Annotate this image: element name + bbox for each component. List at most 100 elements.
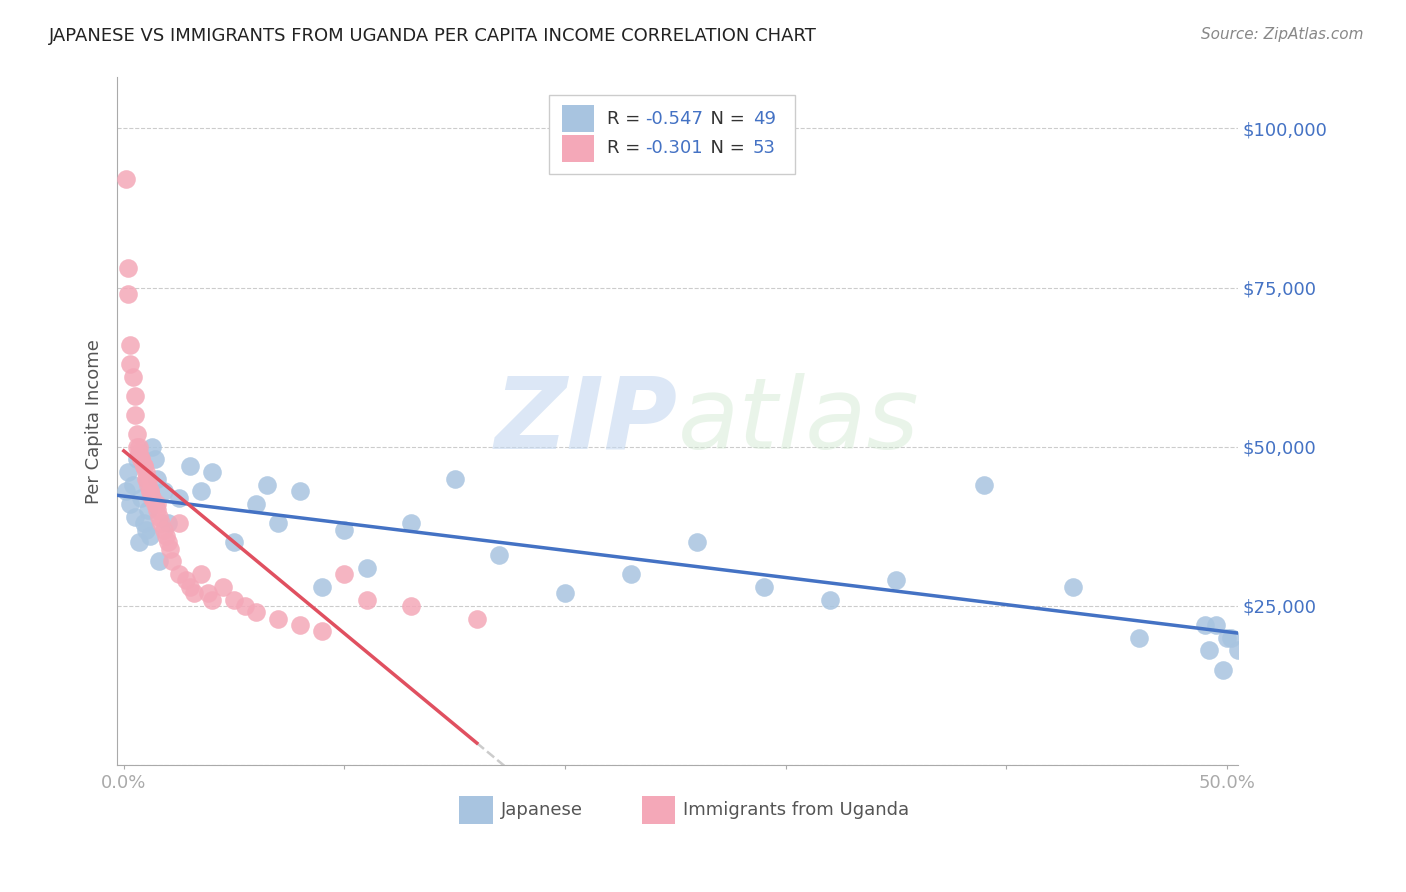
Point (183, 586, 205, 600)
Point (117, 465, 139, 479)
Point (224, 592, 246, 607)
Point (124, 509, 146, 524)
Point (1227, 643, 1250, 657)
Point (290, 618, 312, 632)
Point (973, 478, 995, 492)
Point (135, 523, 157, 537)
Point (179, 458, 201, 473)
Point (1220, 631, 1243, 645)
Point (124, 408, 146, 422)
Point (190, 484, 212, 499)
Point (190, 567, 212, 582)
Point (141, 491, 163, 505)
Point (167, 567, 190, 582)
Point (201, 592, 224, 607)
Text: Source: ZipAtlas.com: Source: ZipAtlas.com (1201, 27, 1364, 42)
Point (124, 389, 146, 403)
FancyBboxPatch shape (548, 95, 796, 174)
Point (131, 491, 153, 505)
Point (155, 529, 177, 543)
Text: JAPANESE VS IMMIGRANTS FROM UGANDA PER CAPITA INCOME CORRELATION CHART: JAPANESE VS IMMIGRANTS FROM UGANDA PER C… (49, 27, 817, 45)
Point (554, 586, 576, 600)
Point (120, 357, 142, 371)
Text: 49: 49 (752, 110, 776, 128)
Text: -0.301: -0.301 (645, 139, 703, 157)
Point (148, 509, 170, 524)
Point (245, 497, 267, 511)
Point (333, 523, 356, 537)
Point (120, 338, 142, 352)
Text: Immigrants from Uganda: Immigrants from Uganda (683, 801, 910, 819)
FancyBboxPatch shape (562, 135, 593, 162)
Point (686, 535, 709, 549)
Point (399, 516, 422, 530)
Point (132, 458, 155, 473)
Point (1216, 631, 1239, 645)
Point (233, 599, 256, 613)
Text: Japanese: Japanese (501, 801, 582, 819)
Text: atlas: atlas (678, 373, 920, 470)
Point (115, 484, 138, 499)
Point (128, 446, 150, 460)
Point (399, 599, 422, 613)
Text: R =: R = (607, 139, 645, 157)
Point (356, 592, 378, 607)
FancyBboxPatch shape (641, 796, 675, 823)
Point (167, 491, 190, 505)
Text: N =: N = (699, 110, 751, 128)
Point (132, 458, 155, 473)
Point (143, 497, 166, 511)
Point (125, 452, 148, 467)
Point (156, 535, 179, 549)
Point (139, 484, 162, 499)
Point (267, 612, 290, 626)
Point (156, 516, 179, 530)
Point (162, 554, 184, 568)
Point (148, 554, 170, 568)
Point (311, 580, 333, 594)
Point (256, 478, 278, 492)
Point (135, 465, 157, 479)
Point (131, 452, 153, 467)
Point (131, 452, 153, 467)
Point (146, 472, 169, 486)
Point (356, 560, 378, 574)
Point (179, 580, 201, 594)
Point (143, 452, 166, 467)
Point (128, 535, 150, 549)
Point (197, 586, 219, 600)
Point (1212, 663, 1234, 677)
Point (117, 287, 139, 301)
Point (136, 472, 159, 486)
Point (267, 516, 290, 530)
Point (150, 516, 173, 530)
Text: ZIP: ZIP (495, 373, 678, 470)
Point (465, 612, 488, 626)
Point (132, 516, 155, 530)
Point (120, 497, 142, 511)
Point (488, 548, 510, 562)
Point (128, 440, 150, 454)
Point (117, 261, 139, 276)
Point (174, 574, 197, 588)
Point (141, 491, 163, 505)
FancyBboxPatch shape (562, 105, 593, 132)
Point (1062, 580, 1084, 594)
Text: R =: R = (607, 110, 645, 128)
Y-axis label: Per Capita Income: Per Capita Income (86, 339, 103, 504)
Point (818, 592, 841, 607)
Point (167, 516, 190, 530)
Point (620, 567, 643, 582)
Point (115, 172, 138, 186)
Point (152, 523, 174, 537)
Point (136, 503, 159, 517)
Point (141, 440, 163, 454)
Point (121, 478, 143, 492)
Point (752, 580, 775, 594)
Point (1128, 631, 1150, 645)
Point (136, 478, 159, 492)
Point (139, 529, 162, 543)
Text: -0.547: -0.547 (645, 110, 703, 128)
FancyBboxPatch shape (458, 796, 492, 823)
Point (884, 574, 907, 588)
